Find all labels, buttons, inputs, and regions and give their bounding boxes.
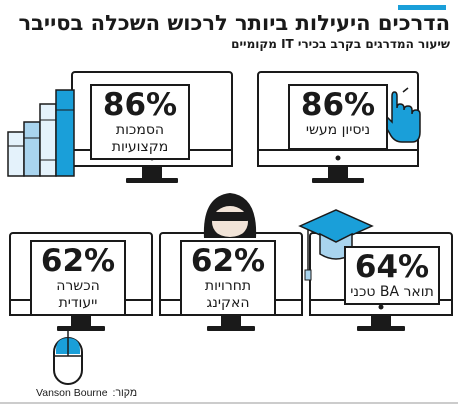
stat-card-hacking-competitions: 62% תחרויות האקינג [180, 240, 276, 316]
graduation-cap-icon [298, 209, 374, 281]
source-name: Vanson Bourne [36, 387, 108, 399]
stat-value: 64% [354, 249, 430, 285]
stat-label: האקינג [206, 295, 250, 311]
computer-mouse-icon [53, 326, 83, 385]
stat-label: הכשרה [56, 278, 100, 294]
stat-label: מקצועיות [111, 139, 169, 155]
books-icon [7, 89, 75, 177]
stat-value: 86% [300, 87, 376, 123]
stat-label: תחרויות [204, 278, 252, 294]
stat-card-certifications: 86% הסמכות מקצועיות [90, 84, 190, 160]
stat-label: ייעודית [58, 295, 98, 311]
stat-label: תואר BA טכני [350, 284, 434, 300]
stat-card-practical-experience: 86% ניסיון מעשי [288, 84, 388, 150]
stat-value: 86% [102, 87, 178, 123]
source-note: Vanson Bourne מקור: [36, 387, 137, 399]
bottom-divider [0, 402, 458, 404]
stat-label: ניסיון מעשי [305, 122, 371, 138]
hacker-icon [203, 193, 257, 238]
stat-label: הסמכות [115, 122, 165, 138]
page-subtitle: שיעור המדרגים בקרב בכירי IT מקומיים [231, 37, 450, 51]
stat-card-dedicated-training: 62% הכשרה ייעודית [30, 240, 126, 316]
page-title: הדרכים היעילות ביותר לרכוש השכלה בסייבר [18, 11, 450, 35]
stat-value: 62% [40, 243, 116, 279]
source-label: מקור: [112, 387, 138, 399]
accent-bar [398, 5, 446, 10]
stat-card-ba-degree: 64% תואר BA טכני [344, 246, 440, 305]
stat-value: 62% [190, 243, 266, 279]
